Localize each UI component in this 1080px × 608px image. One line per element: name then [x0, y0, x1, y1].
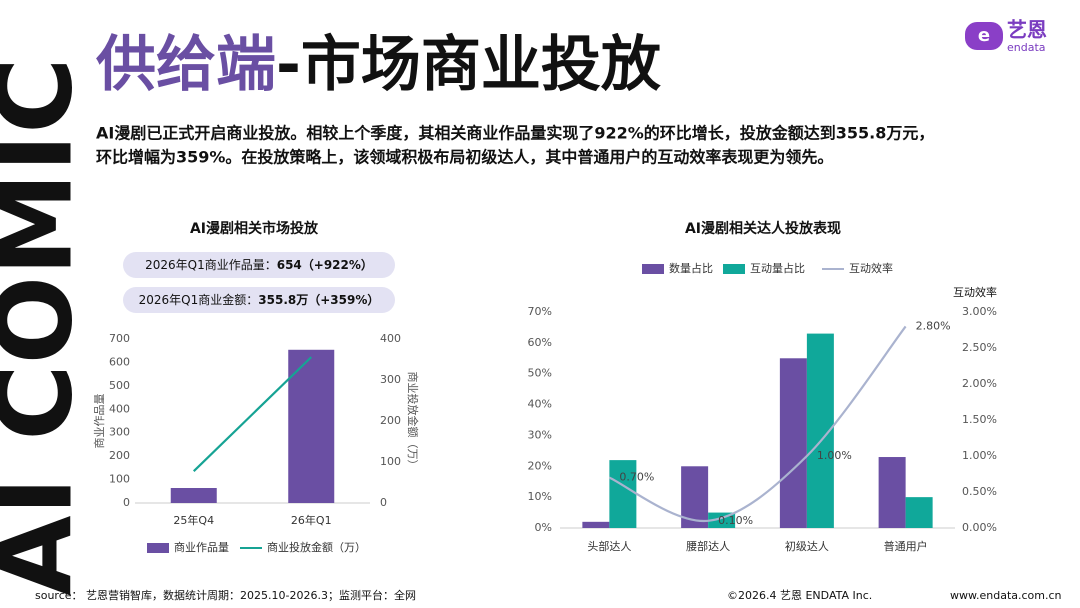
y-tick-label: 600 [109, 355, 130, 368]
data-label: 2.80% [916, 319, 951, 332]
bar [905, 497, 933, 528]
logo-sub: endata [1007, 41, 1046, 54]
y2-tick-label: 1.00% [962, 449, 997, 462]
y-tick-label: 100 [109, 473, 130, 486]
data-label: 0.70% [619, 471, 654, 484]
y2-tick-label: 2.50% [962, 341, 997, 354]
legend-label: 商业投放金额（万） [267, 540, 366, 554]
legend-swatch [723, 264, 745, 274]
y2-tick-label: 100 [380, 455, 401, 468]
data-label: 1.00% [817, 449, 852, 462]
bar [779, 358, 807, 528]
y-tick-label: 10% [528, 490, 552, 503]
y2-tick-label: 2.00% [962, 377, 997, 390]
bar [582, 521, 610, 528]
y2-tick-label: 0 [380, 496, 387, 509]
logo: e 艺恩 endata [965, 18, 1047, 54]
legend-swatch [147, 543, 169, 553]
bar [170, 488, 217, 503]
logo-icon [965, 22, 1003, 50]
x-tick-label: 腰部达人 [686, 539, 730, 553]
legend-label: 商业作品量 [174, 540, 229, 554]
callout: 2026年Q1商业作品量：654（+922%） [145, 257, 373, 272]
y-tick-label: 400 [109, 402, 130, 415]
callout-pill [123, 287, 395, 313]
y-tick-label: 30% [528, 428, 552, 441]
bar [609, 460, 637, 528]
y-tick-label: 40% [528, 398, 552, 411]
bar [288, 349, 335, 503]
y-tick-label: 500 [109, 379, 130, 392]
line [192, 356, 313, 473]
y-tick-label: 50% [528, 367, 552, 380]
y-tick-label: 20% [528, 459, 552, 472]
legend-label: 互动量占比 [750, 261, 805, 275]
y2-tick-label: 0.00% [962, 521, 997, 534]
intro-line: 环比增幅为359%。在投放策略上，该领域积极布局初级达人，其中普通用户的互动效率… [96, 148, 833, 167]
bar [878, 457, 906, 528]
y-tick-label: 300 [109, 426, 130, 439]
line [608, 325, 907, 522]
legend-label: 互动效率 [849, 261, 893, 275]
callout: 2026年Q1商业金额：355.8万（+359%） [139, 292, 380, 307]
callout-label: 2026年Q1商业金额： [139, 292, 259, 307]
logo-text: 艺恩 [1007, 18, 1047, 42]
y-axis-label: 商业作品量 [92, 394, 106, 449]
logo-e: e [978, 25, 990, 46]
copyright: ©2026.4 艺恩 ENDATA Inc. [727, 589, 872, 602]
y2-tick-label: 200 [380, 414, 401, 427]
x-tick-label: 26年Q1 [291, 513, 332, 527]
x-tick-label: 25年Q4 [173, 513, 214, 527]
y2-tick-label: 300 [380, 373, 401, 386]
source: source： 艺恩营销智库，数据统计周期：2025.10-2026.3；监测平… [35, 588, 416, 602]
chart-title: AI漫剧相关市场投放 [190, 220, 319, 237]
title-accent: 供给端 [96, 30, 276, 100]
intro-line: AI漫剧已正式开启商业投放。相较上个季度，其相关商业作品量实现了922%的环比增… [96, 124, 934, 143]
url: www.endata.com.cn [950, 589, 1062, 602]
legend-swatch [642, 264, 664, 274]
x-tick-label: 普通用户 [884, 539, 928, 553]
callout-label: 2026年Q1商业作品量： [145, 257, 277, 272]
y-tick-label: 700 [109, 332, 130, 345]
y2-tick-label: 0.50% [962, 485, 997, 498]
y-tick-label: 200 [109, 449, 130, 462]
x-tick-label: 初级达人 [785, 539, 829, 553]
y-tick-label: 70% [528, 305, 552, 318]
callout-value: 654（+922%） [277, 257, 373, 272]
x-tick-label: 头部达人 [587, 539, 631, 553]
legend-label: 数量占比 [669, 261, 713, 275]
y2-tick-label: 400 [380, 332, 401, 345]
y2-axis-label: 互动效率 [953, 285, 997, 299]
y-tick-label: 0 [123, 496, 130, 509]
callout-value: 355.8万（+359%） [258, 292, 379, 307]
side-text: AI COMIC [0, 57, 95, 596]
title-rest: -市场商业投放 [276, 30, 661, 100]
title: 供给端-市场商业投放 [96, 30, 661, 100]
chart-title: AI漫剧相关达人投放表现 [685, 220, 841, 237]
data-label: 0.10% [718, 514, 753, 527]
y-tick-label: 60% [528, 336, 552, 349]
y2-tick-label: 1.50% [962, 413, 997, 426]
y-tick-label: 0% [535, 521, 552, 534]
callout-pill [123, 252, 395, 278]
y2-tick-label: 3.00% [962, 305, 997, 318]
y2-axis-label: 商业投放金额（万） [406, 372, 420, 471]
